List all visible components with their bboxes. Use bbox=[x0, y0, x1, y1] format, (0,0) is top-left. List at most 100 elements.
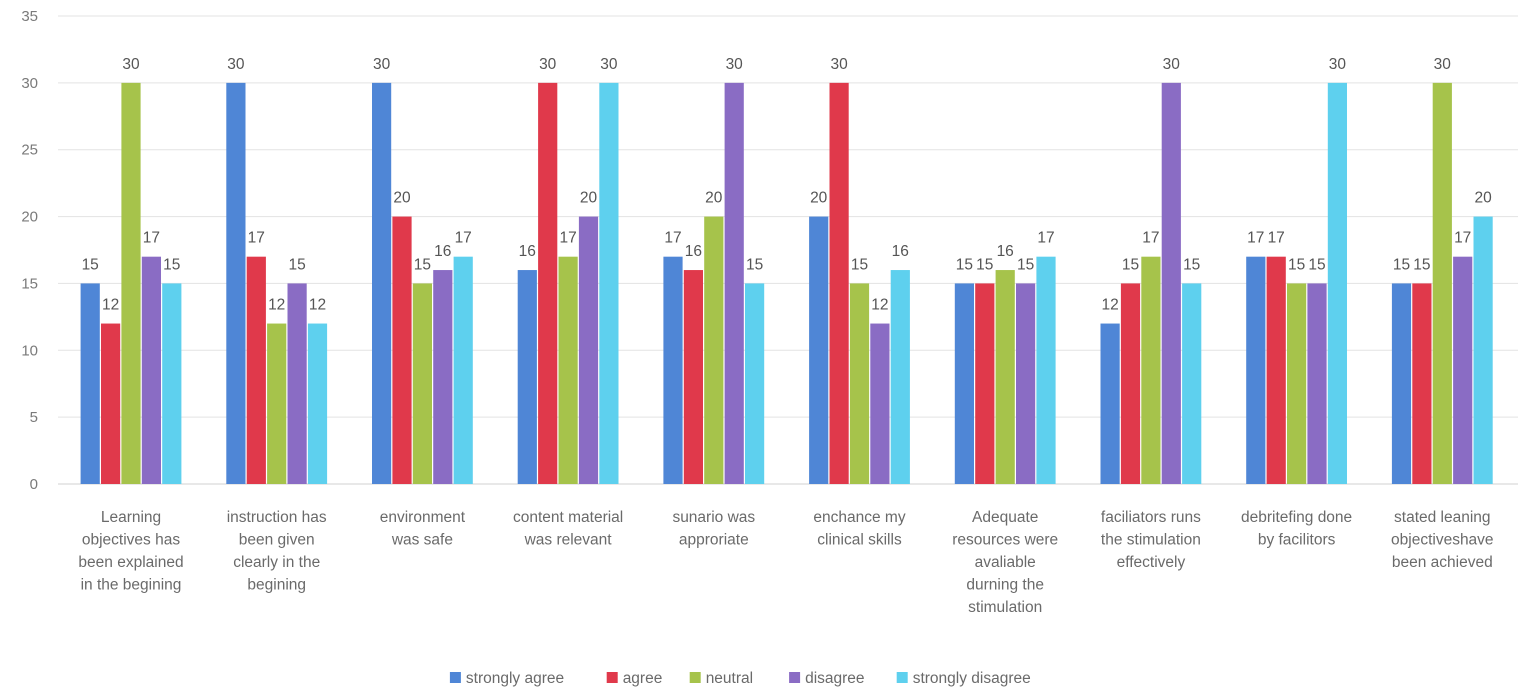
bar-agree bbox=[246, 256, 266, 484]
data-label: 15 bbox=[746, 256, 763, 273]
x-category-label: instruction has been given clearly in the b… bbox=[227, 509, 327, 594]
bar-strongly-agree bbox=[1391, 283, 1412, 484]
bar-strongly-disagree bbox=[1036, 256, 1056, 484]
x-category-label: environment was safe bbox=[380, 509, 466, 549]
bar-strongly-disagree bbox=[1182, 283, 1202, 484]
data-label: 20 bbox=[580, 190, 598, 207]
data-label: 15 bbox=[288, 256, 305, 273]
legend-swatch-neutral bbox=[689, 672, 701, 683]
y-tick-label: 10 bbox=[21, 342, 38, 359]
bar-agree bbox=[392, 216, 412, 485]
data-label: 30 bbox=[539, 56, 557, 73]
data-label: 16 bbox=[997, 243, 1014, 260]
bar-disagree bbox=[870, 323, 890, 484]
data-label: 20 bbox=[1474, 190, 1492, 207]
bar-neutral bbox=[849, 283, 870, 484]
bar-strongly-agree bbox=[663, 256, 683, 484]
bar-neutral bbox=[558, 256, 578, 484]
bar-strongly-agree bbox=[1100, 323, 1120, 484]
bar-strongly-agree bbox=[954, 283, 974, 484]
legend-label: agree bbox=[623, 670, 663, 687]
bar-disagree bbox=[578, 216, 599, 485]
bar-agree bbox=[1120, 283, 1141, 484]
bar-agree bbox=[101, 323, 121, 484]
data-label: 16 bbox=[892, 243, 909, 260]
bar-agree bbox=[1412, 283, 1432, 484]
data-label: 17 bbox=[1037, 230, 1054, 247]
data-label: 15 bbox=[82, 256, 99, 273]
data-label: 16 bbox=[434, 243, 451, 260]
bar-strongly-disagree bbox=[890, 270, 910, 484]
bar-strongly-disagree bbox=[307, 323, 328, 484]
legend-label: strongly disagree bbox=[913, 670, 1031, 687]
legend-label: disagree bbox=[805, 670, 864, 687]
bar-disagree bbox=[141, 256, 161, 484]
x-axis-category-labels: Learning objectives has been explained in t… bbox=[78, 509, 1493, 616]
data-label: 12 bbox=[1101, 297, 1118, 314]
data-label: 17 bbox=[1454, 230, 1471, 247]
data-label: 30 bbox=[122, 56, 140, 73]
bar-agree bbox=[829, 82, 849, 484]
y-tick-label: 35 bbox=[21, 8, 38, 25]
legend-label: strongly agree bbox=[466, 670, 564, 687]
data-label: 15 bbox=[1393, 256, 1410, 273]
bars bbox=[80, 82, 1493, 485]
data-label: 15 bbox=[976, 256, 993, 273]
legend-swatch-agree bbox=[606, 672, 618, 683]
y-tick-label: 30 bbox=[21, 75, 38, 92]
bar-neutral bbox=[1432, 82, 1452, 484]
data-label: 30 bbox=[1434, 56, 1452, 73]
data-label: 17 bbox=[1268, 230, 1285, 247]
bar-strongly-agree bbox=[226, 82, 246, 484]
bar-neutral bbox=[412, 283, 432, 484]
bar-strongly-disagree bbox=[1473, 216, 1493, 485]
bar-agree bbox=[1266, 256, 1286, 484]
bar-strongly-agree bbox=[372, 82, 392, 484]
data-label: 20 bbox=[810, 190, 828, 207]
data-label: 30 bbox=[726, 56, 744, 73]
data-label: 30 bbox=[373, 56, 391, 73]
data-label: 12 bbox=[871, 297, 888, 314]
data-label: 17 bbox=[1247, 230, 1264, 247]
data-label: 20 bbox=[393, 190, 411, 207]
data-label: 15 bbox=[1017, 256, 1034, 273]
data-label: 15 bbox=[956, 256, 973, 273]
data-label: 16 bbox=[685, 243, 702, 260]
bar-strongly-disagree bbox=[162, 283, 182, 484]
data-label: 15 bbox=[851, 256, 868, 273]
bar-strongly-agree bbox=[80, 283, 100, 484]
data-label: 15 bbox=[1288, 256, 1305, 273]
bar-agree bbox=[683, 270, 703, 484]
bar-disagree bbox=[1453, 256, 1473, 484]
legend-swatch-strongly-disagree bbox=[896, 672, 908, 683]
bar-neutral bbox=[267, 323, 287, 484]
x-category-label: faciliators runs the stimulation effective… bbox=[1101, 509, 1201, 571]
bar-disagree bbox=[1016, 283, 1036, 484]
y-tick-label: 0 bbox=[30, 476, 38, 493]
bar-neutral bbox=[1141, 256, 1161, 484]
x-category-label: Adequate resources were avaliable durning t… bbox=[952, 509, 1058, 616]
data-label: 15 bbox=[414, 256, 431, 273]
data-label: 15 bbox=[1413, 256, 1430, 273]
data-labels: 1512301715301712151230201516171630172030… bbox=[82, 56, 1493, 314]
bar-strongly-agree bbox=[809, 216, 829, 485]
data-label: 12 bbox=[268, 297, 285, 314]
data-label: 30 bbox=[1329, 56, 1347, 73]
data-label: 15 bbox=[1308, 256, 1325, 273]
legend-swatch-disagree bbox=[789, 672, 801, 683]
data-label: 30 bbox=[600, 56, 618, 73]
x-category-label: enchance my clinical skills bbox=[813, 509, 905, 549]
data-label: 30 bbox=[1163, 56, 1181, 73]
y-tick-label: 25 bbox=[21, 142, 38, 159]
data-label: 15 bbox=[1122, 256, 1139, 273]
bar-agree bbox=[975, 283, 995, 484]
data-label: 17 bbox=[455, 230, 472, 247]
data-label: 17 bbox=[1142, 230, 1159, 247]
bar-strongly-disagree bbox=[745, 283, 765, 484]
bar-strongly-disagree bbox=[599, 82, 619, 484]
bar-strongly-disagree bbox=[453, 256, 473, 484]
y-tick-label: 15 bbox=[21, 275, 38, 292]
data-label: 20 bbox=[705, 190, 723, 207]
